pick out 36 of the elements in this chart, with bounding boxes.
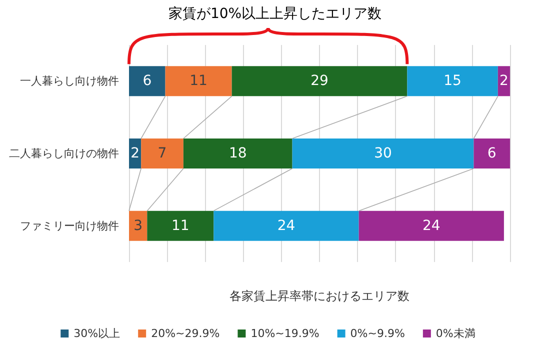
data-label: 24 [277,218,296,234]
legend-label: 0%未満 [436,327,476,340]
data-label: 15 [444,73,462,90]
data-label: 11 [190,73,208,90]
bar [141,138,184,168]
bar [214,210,359,241]
data-label: 24 [422,218,440,234]
bar [165,66,232,96]
y-tick-label: ファミリー向け物件 [20,219,119,232]
chart-title: 家賃が10%以上上昇したエリア数 [168,6,382,22]
data-label: 7 [158,146,167,162]
data-label: 6 [487,146,496,162]
data-label: 3 [134,218,143,234]
legend-label: 0%~9.9% [350,327,405,340]
y-tick-label: 一人暮らし向け物件 [20,74,119,88]
legend-label: 10%~19.9% [250,327,320,340]
bar [292,138,474,168]
data-label: 29 [310,73,328,90]
data-label: 18 [228,146,247,162]
bar [147,210,214,241]
y-tick-label: 二人暮らし向けの物件 [9,147,119,160]
bar [183,138,292,168]
data-label: 2 [499,73,508,90]
data-label: 30 [374,146,392,162]
bar [407,66,498,96]
legend-label: 30%以上 [74,327,120,340]
x-axis-title: 各家賃上昇率帯におけるエリア数 [230,289,410,303]
bar [232,66,408,96]
bar [358,210,504,241]
data-label: 6 [142,73,152,90]
bar [129,66,166,96]
bar [129,210,148,241]
data-label: 2 [130,146,140,162]
legend-label: 20%~29.9% [151,327,220,340]
data-label: 11 [171,218,190,234]
bar [474,138,510,168]
